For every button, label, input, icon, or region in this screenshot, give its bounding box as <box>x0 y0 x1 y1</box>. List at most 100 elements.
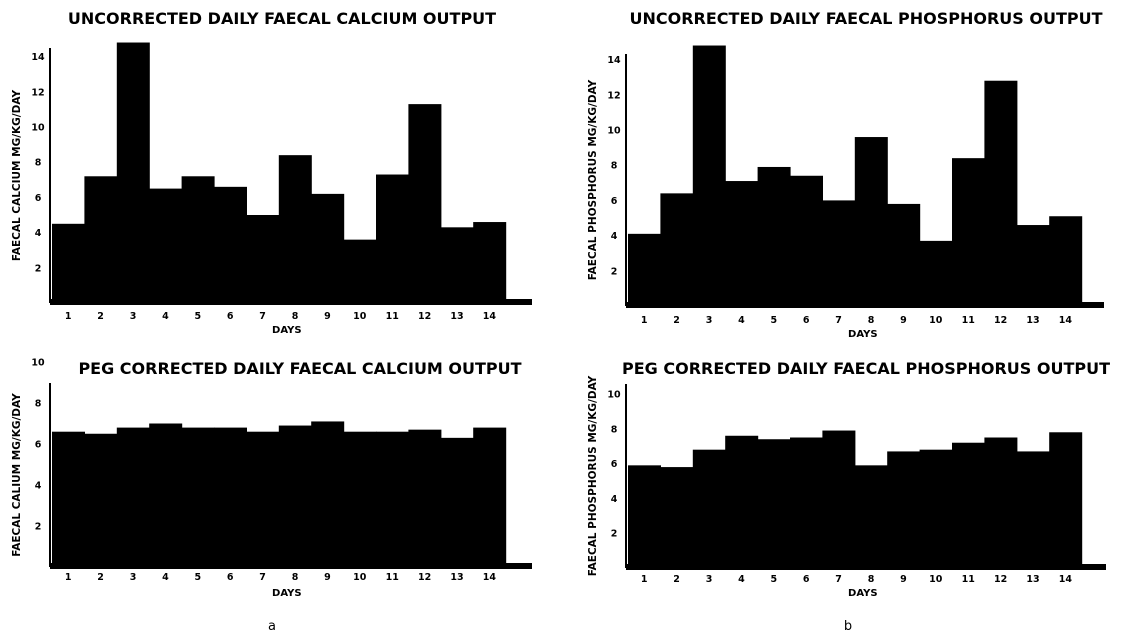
bar-day-6 <box>790 175 823 306</box>
y-tick-label: 2 <box>35 263 42 274</box>
bar-day-13 <box>1016 451 1050 568</box>
x-tick-label: 2 <box>673 574 680 585</box>
x-tick-label: 14 <box>483 572 497 583</box>
x-tick-label: 14 <box>1059 574 1073 585</box>
x-tick-label: 11 <box>386 572 399 583</box>
y-tick-label: 10 <box>607 390 621 401</box>
y-tick-label: 4 <box>611 231 618 242</box>
x-tick-label: 7 <box>835 315 842 326</box>
bar-day-6 <box>790 437 823 568</box>
x-tick-label: 10 <box>353 572 367 583</box>
y-tick-label: 6 <box>611 459 618 470</box>
y-tick-label: 10 <box>31 123 45 134</box>
bar-day-9 <box>311 193 345 303</box>
bar-day-9 <box>311 421 345 567</box>
x-tick-label: 2 <box>97 311 104 322</box>
y-tick-label: 8 <box>611 161 618 172</box>
bar-day-5 <box>757 166 791 306</box>
x-tick-label: 9 <box>900 574 907 585</box>
x-tick-label: 8 <box>292 311 299 322</box>
x-tick-label: 13 <box>1026 574 1039 585</box>
x-tick-label: 4 <box>738 315 745 326</box>
y-axis-label: FAECAL CALIUM MG/KG/DAY <box>11 393 23 557</box>
chart-peg-corrected-calcium: PEG CORRECTED DAILY FAECAL CALCIUM OUTPU… <box>11 358 532 599</box>
x-tick-label: 1 <box>65 572 72 583</box>
panel-label-b: b <box>844 619 852 634</box>
x-tick-label: 6 <box>803 574 810 585</box>
x-tick-label: 1 <box>641 315 648 326</box>
x-tick-label: 12 <box>994 315 1007 326</box>
x-tick-label: 8 <box>292 572 299 583</box>
x-axis-label: DAYS <box>848 329 878 340</box>
bar-day-4 <box>149 423 183 567</box>
bar-day-5 <box>181 427 215 567</box>
x-tick-label: 9 <box>324 572 331 583</box>
x-tick-label: 14 <box>1059 315 1073 326</box>
bar-day-13 <box>440 227 474 303</box>
y-axis-label: FAECAL PHOSPHORUS MG/KG/DAY <box>587 375 599 576</box>
y-tick-label: 2 <box>611 266 618 277</box>
bar-day-14 <box>1049 432 1083 568</box>
x-tick-label: 5 <box>194 572 201 583</box>
x-tick-label: 3 <box>706 574 713 585</box>
y-tick-label: 8 <box>35 399 42 410</box>
bar-day-6 <box>214 186 247 303</box>
x-tick-label: 7 <box>835 574 842 585</box>
bar-day-8 <box>278 155 312 303</box>
chart-uncorrected-calcium: UNCORRECTED DAILY FAECAL CALCIUM OUTPUT F… <box>11 9 532 336</box>
bar-day-1 <box>52 223 85 303</box>
x-tick-label: 3 <box>130 311 137 322</box>
x-tick-label: 10 <box>929 574 943 585</box>
y-tick-label: 2 <box>611 529 618 540</box>
bar-day-8 <box>854 465 888 568</box>
x-tick-label: 14 <box>483 311 497 322</box>
x-tick-label: 10 <box>929 315 943 326</box>
x-tick-label: 8 <box>868 574 875 585</box>
bar-day-1 <box>628 233 661 306</box>
chart-title: PEG CORRECTED DAILY FAECAL PHOSPHORUS OU… <box>622 359 1110 378</box>
bar-day-11 <box>952 442 985 568</box>
x-axis-label: DAYS <box>272 325 302 336</box>
bar-day-7 <box>822 200 856 306</box>
panel-label-a: a <box>268 619 276 634</box>
x-tick-label: 4 <box>162 311 169 322</box>
x-tick-label: 6 <box>227 311 234 322</box>
chart-uncorrected-phosphorus: UNCORRECTED DAILY FAECAL PHOSPHORUS OUTP… <box>587 9 1104 340</box>
bar-day-10 <box>343 239 377 303</box>
bar-day-11 <box>952 158 985 306</box>
bar-day-12 <box>984 437 1018 568</box>
bar-day-5 <box>181 176 215 303</box>
bar-day-1 <box>52 431 85 567</box>
y-tick-label: 2 <box>35 522 42 533</box>
y-tick-label: 14 <box>607 55 621 66</box>
bar-day-10 <box>919 240 953 306</box>
y-axis-label: FAECAL PHOSPHORUS MG/KG/DAY <box>587 79 599 280</box>
bar-day-13 <box>440 437 474 567</box>
chart-title: UNCORRECTED DAILY FAECAL PHOSPHORUS OUTP… <box>629 9 1102 28</box>
bar-day-12 <box>408 104 442 304</box>
bar-day-7 <box>246 215 280 303</box>
bar-day-2 <box>84 433 118 567</box>
y-tick-label: 8 <box>35 158 42 169</box>
x-tick-label: 4 <box>162 572 169 583</box>
x-tick-label: 7 <box>259 311 266 322</box>
x-tick-label: 7 <box>259 572 266 583</box>
x-tick-label: 12 <box>994 574 1007 585</box>
bar-day-10 <box>343 431 377 567</box>
y-axis-label: FAECAL CALCIUM MG/KG/DAY <box>11 90 23 262</box>
bar-day-14 <box>1049 216 1083 306</box>
x-tick-label: 8 <box>868 315 875 326</box>
bar-day-4 <box>149 188 183 303</box>
bar-day-14 <box>473 222 507 303</box>
x-tick-label: 1 <box>65 311 72 322</box>
x-tick-label: 13 <box>450 311 463 322</box>
bar-day-4 <box>725 181 759 306</box>
bar-day-11 <box>376 431 409 567</box>
chart-peg-corrected-phosphorus: PEG CORRECTED DAILY FAECAL PHOSPHORUS OU… <box>587 359 1110 599</box>
y-tick-label: 6 <box>611 196 618 207</box>
y-tick-label: 10 <box>31 358 45 369</box>
bar-day-2 <box>660 193 694 306</box>
x-tick-label: 2 <box>97 572 104 583</box>
y-tick-label: 8 <box>611 424 618 435</box>
